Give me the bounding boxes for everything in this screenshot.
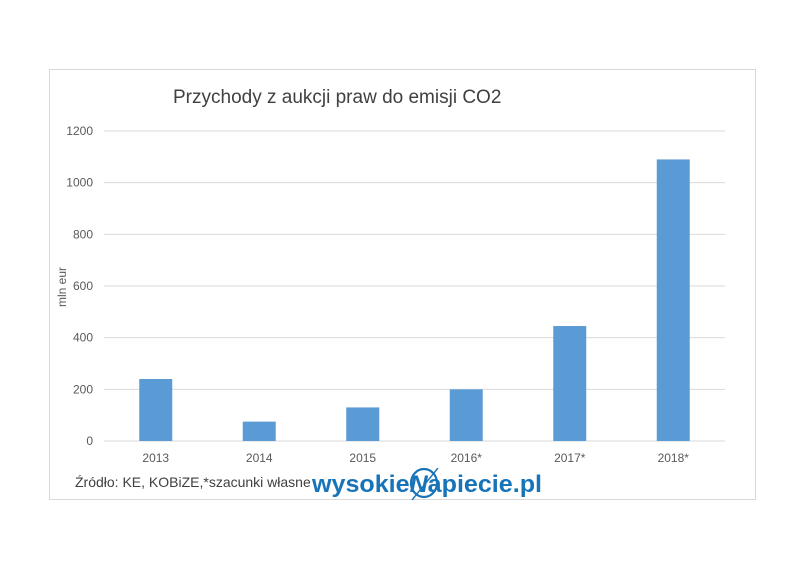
chart-title: Przychody z aukcji praw do emisji CO2 [173, 87, 501, 108]
y-tick-label: 1200 [66, 124, 93, 138]
x-tick-label: 2015 [349, 451, 376, 465]
bar-2013 [139, 379, 173, 441]
x-tick-label: 2014 [246, 451, 273, 465]
y-axis-label: mln eur [55, 267, 69, 307]
chart-frame [49, 69, 756, 500]
bar-2016* [449, 389, 483, 441]
bar-2018* [656, 159, 690, 441]
y-tick-label: 600 [73, 279, 93, 293]
x-tick-label: 2017* [554, 451, 586, 465]
y-tick-label: 800 [73, 227, 93, 241]
bar-2015 [346, 407, 380, 441]
bar-2017* [553, 326, 587, 441]
y-tick-label: 400 [73, 331, 93, 345]
y-tick-label: 1000 [66, 176, 93, 190]
y-tick-label: 200 [73, 382, 93, 396]
bar-2014 [242, 421, 276, 441]
source-note: Źródło: KE, KOBiZE,*szacunki własne [75, 474, 311, 490]
y-tick-label: 0 [86, 434, 93, 448]
x-tick-label: 2016* [451, 451, 483, 465]
x-tick-label: 2013 [142, 451, 169, 465]
logo: wysokie Napiecie.pl [311, 467, 547, 501]
x-tick-label: 2018* [658, 451, 690, 465]
